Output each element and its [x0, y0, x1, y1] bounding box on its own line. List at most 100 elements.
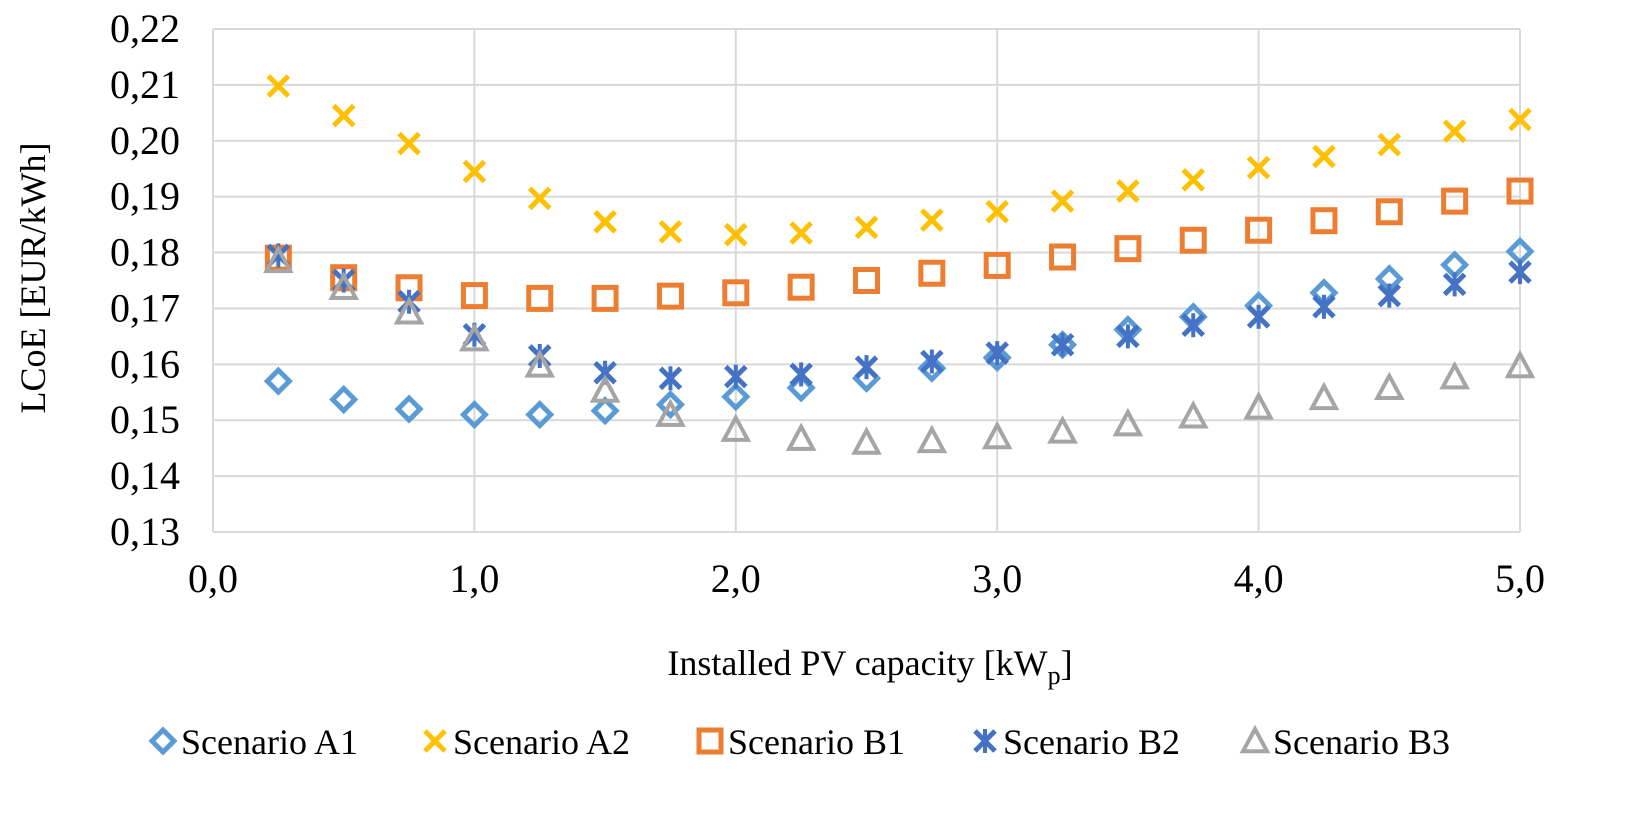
marker-scenario-a2 — [1508, 107, 1532, 132]
legend-label: Scenario A1 — [181, 722, 358, 762]
marker-scenario-b3 — [851, 426, 882, 455]
marker-scenario-a2 — [658, 220, 683, 244]
marker-scenario-b3 — [981, 420, 1013, 450]
marker-scenario-b2 — [789, 362, 813, 387]
marker-scenario-b1 — [1310, 207, 1338, 235]
y-tick-label: 0,18 — [110, 230, 180, 275]
marker-scenario-b1 — [591, 284, 619, 312]
y-tick-label: 0,13 — [110, 509, 180, 554]
marker-scenario-b2 — [1508, 260, 1532, 285]
marker-scenario-b2 — [1377, 283, 1402, 308]
x-tick-label: 4,0 — [1234, 556, 1284, 601]
y-tick-label: 0,22 — [110, 6, 180, 51]
marker-scenario-b2 — [854, 355, 879, 380]
marker-scenario-b2 — [658, 366, 683, 391]
marker-scenario-a2 — [789, 221, 813, 245]
legend-label: Scenario B2 — [1003, 722, 1180, 762]
legend-marker-scenario-a1 — [148, 726, 178, 756]
marker-scenario-b1 — [918, 259, 946, 287]
legend-marker-scenario-b1 — [696, 727, 724, 755]
marker-scenario-b3 — [1047, 415, 1078, 444]
x-tick-label: 0,0 — [188, 556, 238, 601]
legend-label: Scenario B3 — [1273, 722, 1450, 762]
marker-scenario-b3 — [459, 322, 490, 352]
marker-scenario-a2 — [397, 131, 421, 156]
marker-scenario-a1 — [721, 382, 751, 412]
x-tick-label: 1,0 — [449, 556, 499, 601]
marker-scenario-b1 — [983, 251, 1011, 279]
marker-scenario-a2 — [593, 210, 617, 234]
marker-scenario-b3 — [916, 424, 948, 454]
marker-scenario-b2 — [1050, 332, 1075, 357]
legend-item-scenario-a1: Scenario A1 — [148, 722, 358, 762]
marker-scenario-b2 — [1312, 294, 1336, 319]
marker-scenario-b1 — [787, 273, 815, 301]
marker-scenario-a2 — [1246, 155, 1271, 180]
marker-scenario-b3 — [1439, 360, 1471, 390]
marker-scenario-a1 — [525, 400, 555, 430]
marker-scenario-a2 — [1442, 119, 1467, 144]
marker-scenario-b1 — [1441, 187, 1469, 215]
marker-scenario-a2 — [1312, 144, 1336, 169]
y-tick-label: 0,15 — [110, 397, 180, 442]
y-axis-tick-labels: 0,13 0,14 0,15 0,16 0,17 0,18 0,19 0,20 0,21 0,22 — [110, 6, 180, 554]
marker-scenario-a2 — [1116, 179, 1140, 203]
marker-scenario-a1 — [459, 400, 489, 430]
marker-scenario-b1 — [1506, 177, 1534, 205]
marker-scenario-a2 — [527, 186, 552, 211]
marker-scenario-a2 — [1377, 132, 1402, 157]
marker-scenario-a2 — [1181, 168, 1206, 192]
marker-scenario-b2 — [724, 364, 748, 389]
y-tick-label: 0,21 — [110, 62, 180, 107]
marker-scenario-a2 — [920, 208, 944, 232]
y-tick-label: 0,16 — [110, 341, 180, 386]
marker-scenario-b1 — [1245, 216, 1273, 244]
x-axis-title: Installed PV capacity [kWp] — [667, 643, 1072, 690]
marker-scenario-a2 — [1050, 189, 1075, 213]
legend-item-scenario-a2: Scenario A2 — [423, 722, 630, 762]
marker-scenario-b3 — [262, 244, 294, 274]
marker-scenario-a2 — [331, 103, 356, 128]
marker-scenario-a1 — [917, 353, 947, 383]
legend-item-scenario-b2: Scenario B2 — [973, 722, 1180, 762]
legend-item-scenario-b1: Scenario B1 — [696, 722, 905, 762]
marker-scenario-b3 — [1243, 391, 1274, 420]
marker-scenario-b3 — [589, 374, 621, 403]
data-markers — [262, 74, 1536, 455]
marker-scenario-a1 — [263, 366, 293, 396]
legend-item-scenario-b3: Scenario B3 — [1239, 722, 1450, 762]
marker-scenario-b3 — [785, 422, 817, 451]
x-axis-tick-labels: 0,0 1,0 2,0 3,0 4,0 5,0 — [188, 556, 1545, 601]
marker-scenario-a2 — [266, 74, 291, 98]
marker-scenario-b3 — [1504, 349, 1536, 379]
marker-scenario-a2 — [462, 159, 487, 184]
marker-scenario-b1 — [526, 284, 554, 312]
y-tick-label: 0,20 — [110, 118, 180, 163]
marker-scenario-b1 — [1049, 243, 1077, 271]
marker-scenario-b2 — [1246, 304, 1271, 329]
y-tick-label: 0,14 — [110, 453, 180, 498]
marker-scenario-b1 — [1179, 226, 1207, 254]
legend-label: Scenario A2 — [453, 722, 630, 762]
marker-scenario-a1 — [394, 394, 424, 424]
marker-scenario-b2 — [1442, 272, 1467, 297]
marker-scenario-b3 — [720, 413, 752, 442]
marker-scenario-a1 — [329, 385, 359, 415]
x-tick-label: 5,0 — [1495, 556, 1545, 601]
marker-scenario-b1 — [722, 279, 750, 307]
marker-scenario-b3 — [1112, 407, 1144, 437]
y-axis-title: LCoE [EUR/kWh] — [13, 143, 53, 414]
x-axis-title-subscript: p — [1048, 661, 1061, 690]
marker-scenario-b2 — [1116, 324, 1140, 349]
marker-scenario-b3 — [393, 296, 425, 325]
x-axis-title-main: Installed PV capacity [kW — [667, 643, 1047, 683]
x-tick-label: 2,0 — [711, 556, 761, 601]
marker-scenario-b3 — [524, 349, 556, 378]
marker-scenario-a2 — [724, 222, 748, 247]
legend-marker-scenario-a2 — [423, 729, 447, 753]
marker-scenario-a2 — [854, 215, 879, 240]
marker-scenario-a2 — [985, 199, 1009, 224]
y-tick-label: 0,17 — [110, 285, 180, 330]
